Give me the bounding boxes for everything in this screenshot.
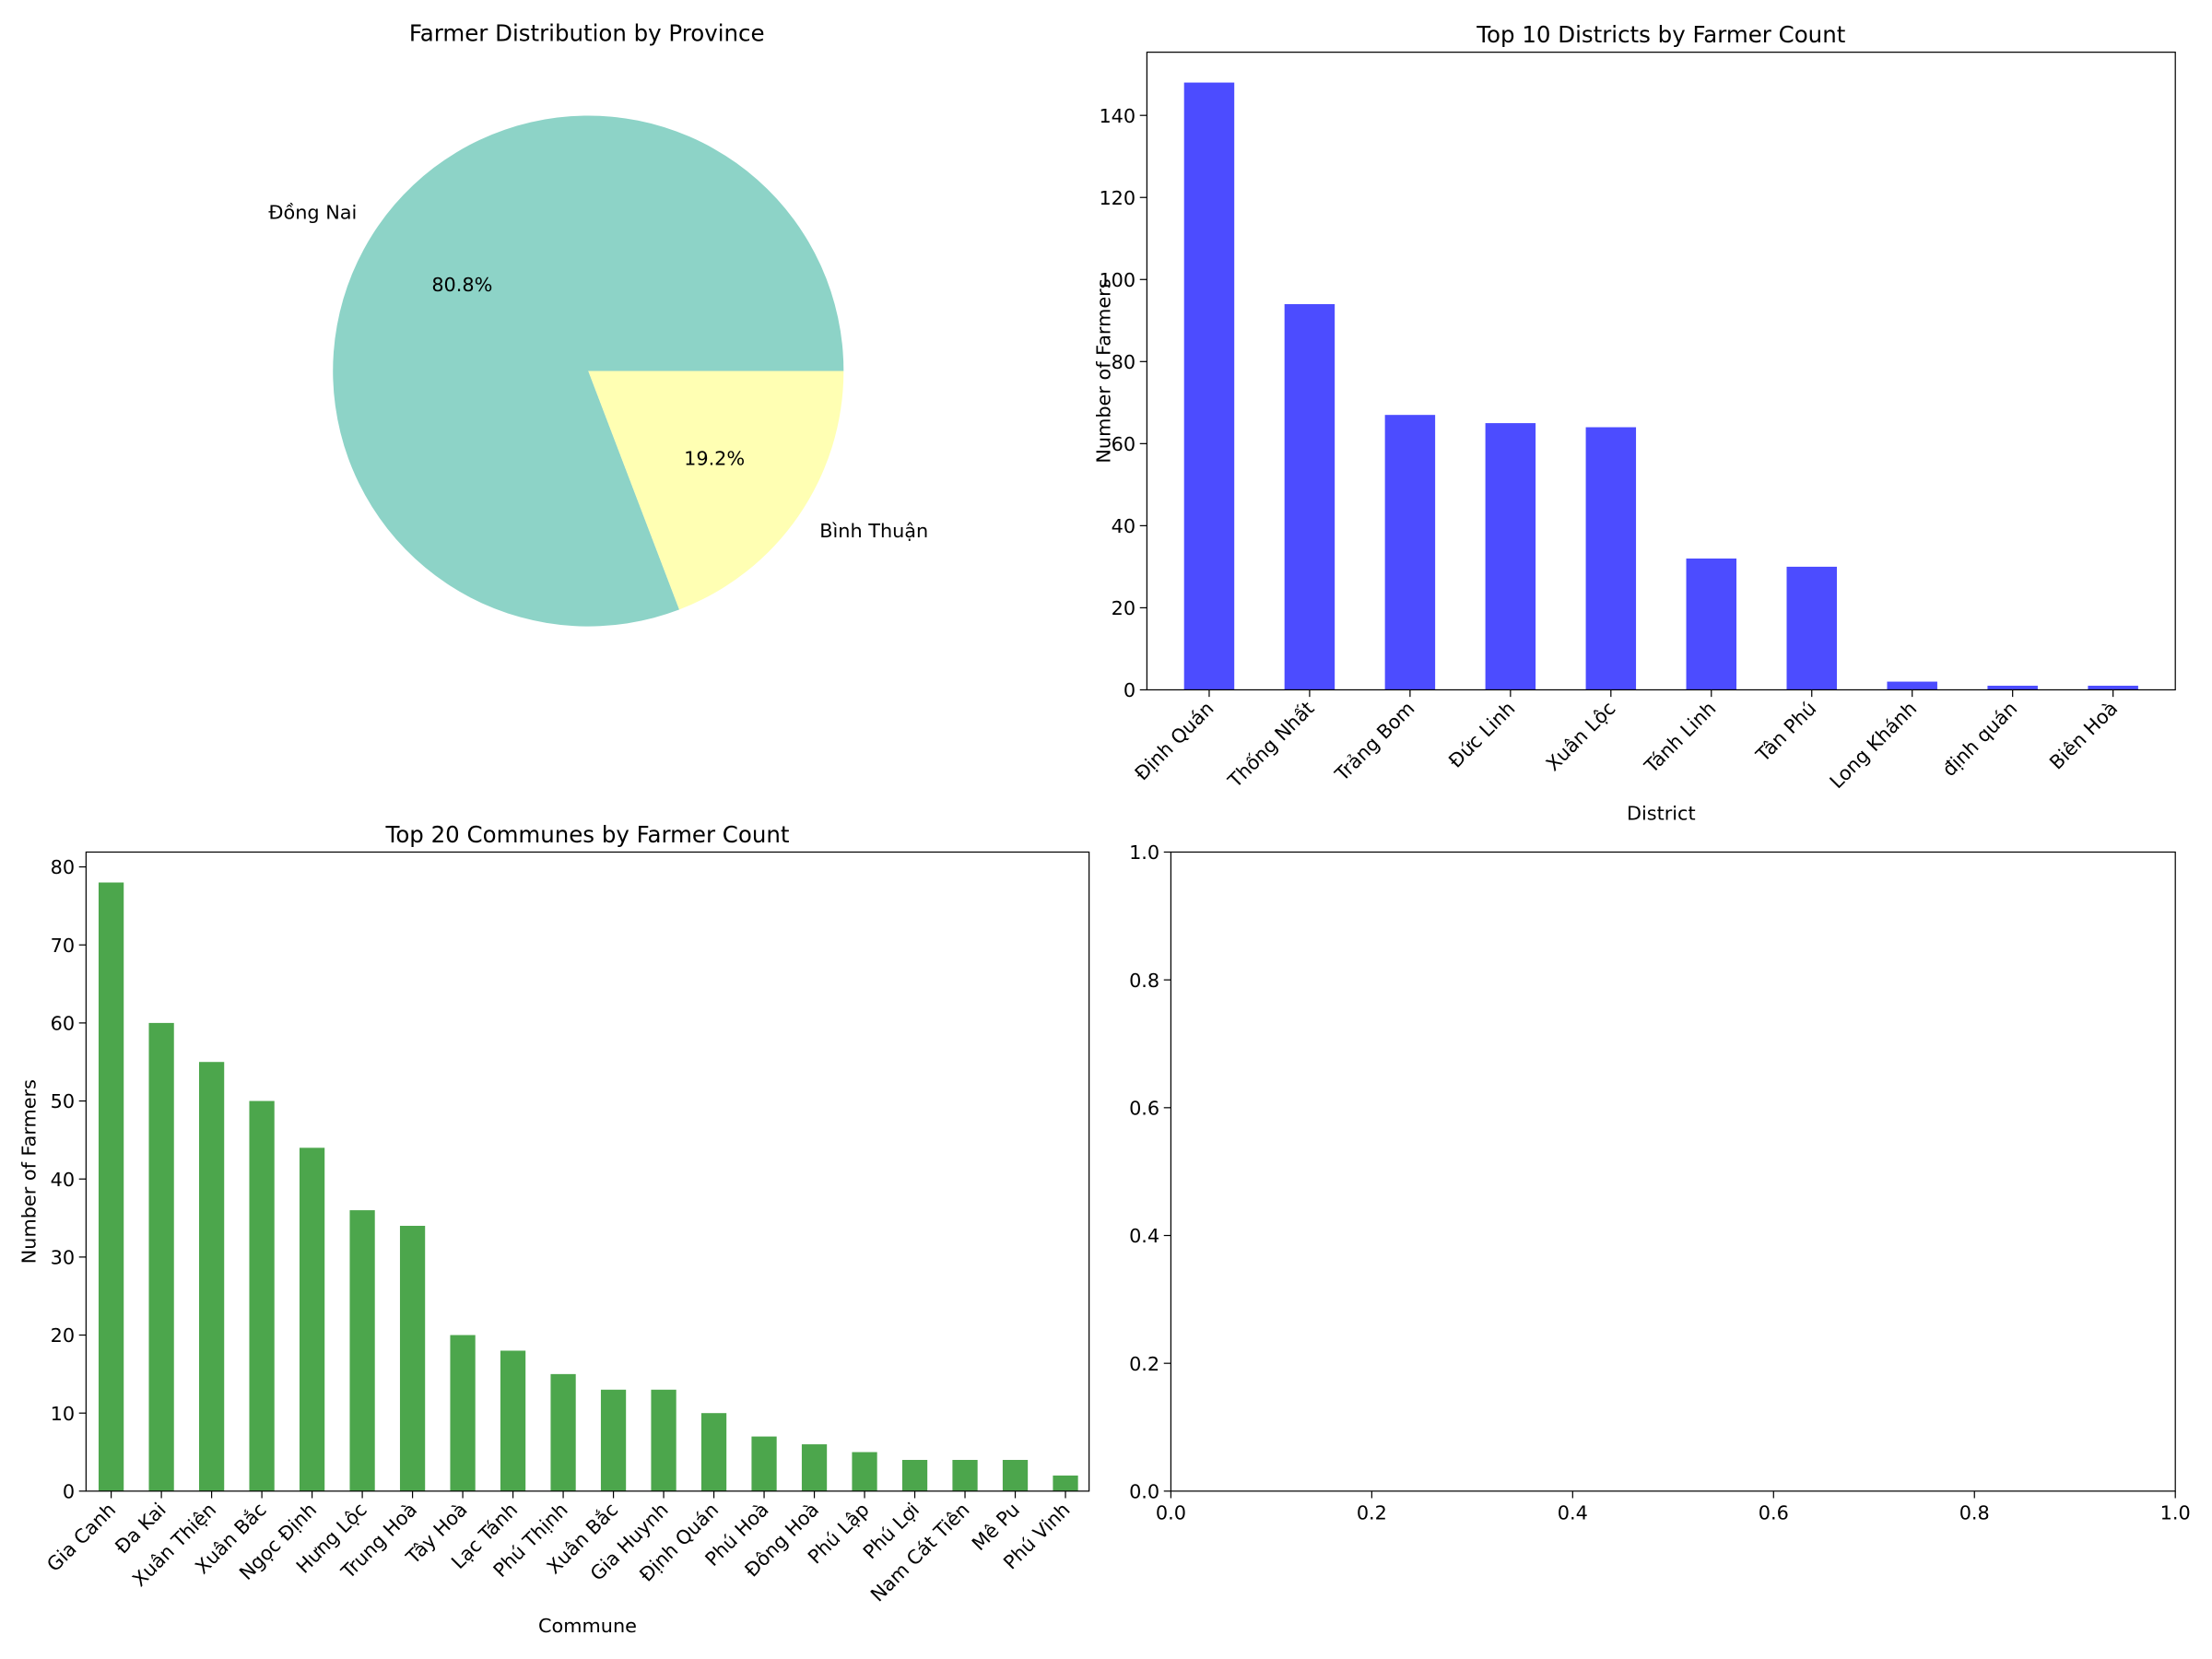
y-tick-label: 40 — [1112, 515, 1135, 537]
y-tick-label: 0 — [1124, 679, 1135, 701]
y-tick-label: 70 — [51, 935, 75, 957]
x-tick-label: Tân Phú — [1751, 697, 1820, 766]
y-tick-label: 50 — [51, 1090, 75, 1112]
bar — [98, 882, 124, 1491]
bar — [500, 1350, 526, 1491]
bar — [952, 1459, 978, 1491]
x-tick-label: Gia Canh — [42, 1499, 120, 1576]
bar — [1887, 681, 1937, 690]
x-tick-label: Thống Nhất — [1223, 697, 1318, 792]
x-tick-label: Tánh Linh — [1640, 697, 1720, 777]
x-axis-label: Commune — [538, 1615, 637, 1637]
axes-frame — [1170, 851, 2176, 1492]
x-tick-label: 0.8 — [1959, 1501, 1990, 1524]
y-tick-label: 10 — [51, 1403, 75, 1425]
bar — [1384, 415, 1436, 690]
axes-frame — [85, 851, 1090, 1492]
bar — [1585, 427, 1637, 690]
chart-title: Top 20 Communes by Farmer Count — [385, 821, 790, 848]
bar — [349, 1210, 375, 1491]
y-tick-label: 20 — [51, 1324, 75, 1347]
x-tick-label: Biên Hoà — [2045, 697, 2122, 773]
x-axis-label: District — [1627, 802, 1696, 824]
y-tick-label: 0 — [63, 1481, 75, 1503]
y-tick-label: 0.2 — [1129, 1353, 1159, 1375]
bar — [1053, 1475, 1078, 1491]
bar — [801, 1444, 828, 1491]
bar-chart-districts: Top 10 Districts by Farmer Count Định Quá… — [1093, 21, 2176, 824]
pie-label: Đồng Nai — [268, 201, 357, 223]
x-tick-label: 0.2 — [1357, 1501, 1387, 1524]
y-tick-label: 0.4 — [1129, 1225, 1159, 1247]
bar — [852, 1452, 877, 1491]
y-tick-label: 120 — [1099, 187, 1135, 209]
y-tick-label: 80 — [1112, 351, 1135, 373]
y-tick-label: 0.0 — [1129, 1481, 1159, 1503]
chart-title: Top 10 Districts by Farmer Count — [1476, 21, 1845, 48]
bar — [148, 1022, 174, 1491]
bar — [651, 1389, 677, 1491]
pie-title: Farmer Distribution by Province — [409, 19, 765, 46]
y-tick-label: 140 — [1099, 105, 1135, 127]
empty-axes: 0.0 0.2 0.4 0.6 0.8 1.0 0.0 0.2 0.4 0.6 0.8 1.0 — [1129, 841, 2191, 1524]
y-tick-label: 20 — [1112, 597, 1135, 619]
bar — [1686, 559, 1737, 690]
pie-chart-province: Farmer Distribution by Province Đồng Nai… — [268, 19, 928, 627]
bar — [1987, 686, 2038, 690]
y-tick-label: 60 — [1112, 433, 1135, 455]
y-axis-label: Number of Farmers — [18, 1079, 40, 1264]
y-tick-label: 80 — [51, 856, 75, 878]
bar — [600, 1389, 627, 1491]
pie-pct-label: 19.2% — [684, 447, 745, 469]
pie-pct-label: 80.8% — [431, 274, 492, 296]
x-tick-label: định quán — [1938, 697, 2022, 781]
y-tick-label: 100 — [1099, 269, 1135, 291]
bar — [249, 1100, 275, 1491]
y-tick-label: 60 — [51, 1013, 75, 1035]
bar — [1002, 1459, 1029, 1491]
x-tick-label: 0.6 — [1759, 1501, 1789, 1524]
bar — [1284, 303, 1335, 690]
y-tick-label: 0.6 — [1129, 1097, 1159, 1119]
x-tick-label: Long Khánh — [1826, 697, 1922, 793]
x-tick-label: 1.0 — [2160, 1501, 2191, 1524]
y-tick-label: 1.0 — [1129, 841, 1159, 864]
x-tick-label: Đức Linh — [1444, 697, 1519, 771]
axes-frame — [1146, 52, 2176, 691]
x-tick-label: Trảng Bom — [1330, 697, 1418, 785]
bar — [700, 1413, 727, 1491]
pie-slice — [588, 371, 844, 610]
x-tick-label: 0.4 — [1558, 1501, 1588, 1524]
bar — [399, 1226, 426, 1491]
bar — [1183, 82, 1235, 690]
bar — [550, 1373, 576, 1491]
bar — [1485, 423, 1536, 690]
bar — [901, 1459, 928, 1491]
x-tick-label: 0.0 — [1156, 1501, 1186, 1524]
x-tick-label: Định Quán — [1131, 697, 1218, 784]
x-tick-label: Xuân Lộc — [1542, 697, 1620, 775]
y-axis-label: Number of Farmers — [1093, 278, 1115, 463]
bar — [450, 1335, 476, 1491]
bar — [198, 1062, 225, 1491]
bar — [2088, 686, 2138, 690]
pie-label: Bình Thuận — [819, 520, 928, 542]
bar — [1786, 566, 1837, 690]
pie-slice — [333, 115, 844, 627]
bar — [751, 1436, 777, 1491]
y-tick-label: 40 — [51, 1169, 75, 1191]
bar — [299, 1147, 325, 1491]
y-tick-label: 0.8 — [1129, 970, 1159, 992]
y-tick-label: 30 — [51, 1247, 75, 1269]
